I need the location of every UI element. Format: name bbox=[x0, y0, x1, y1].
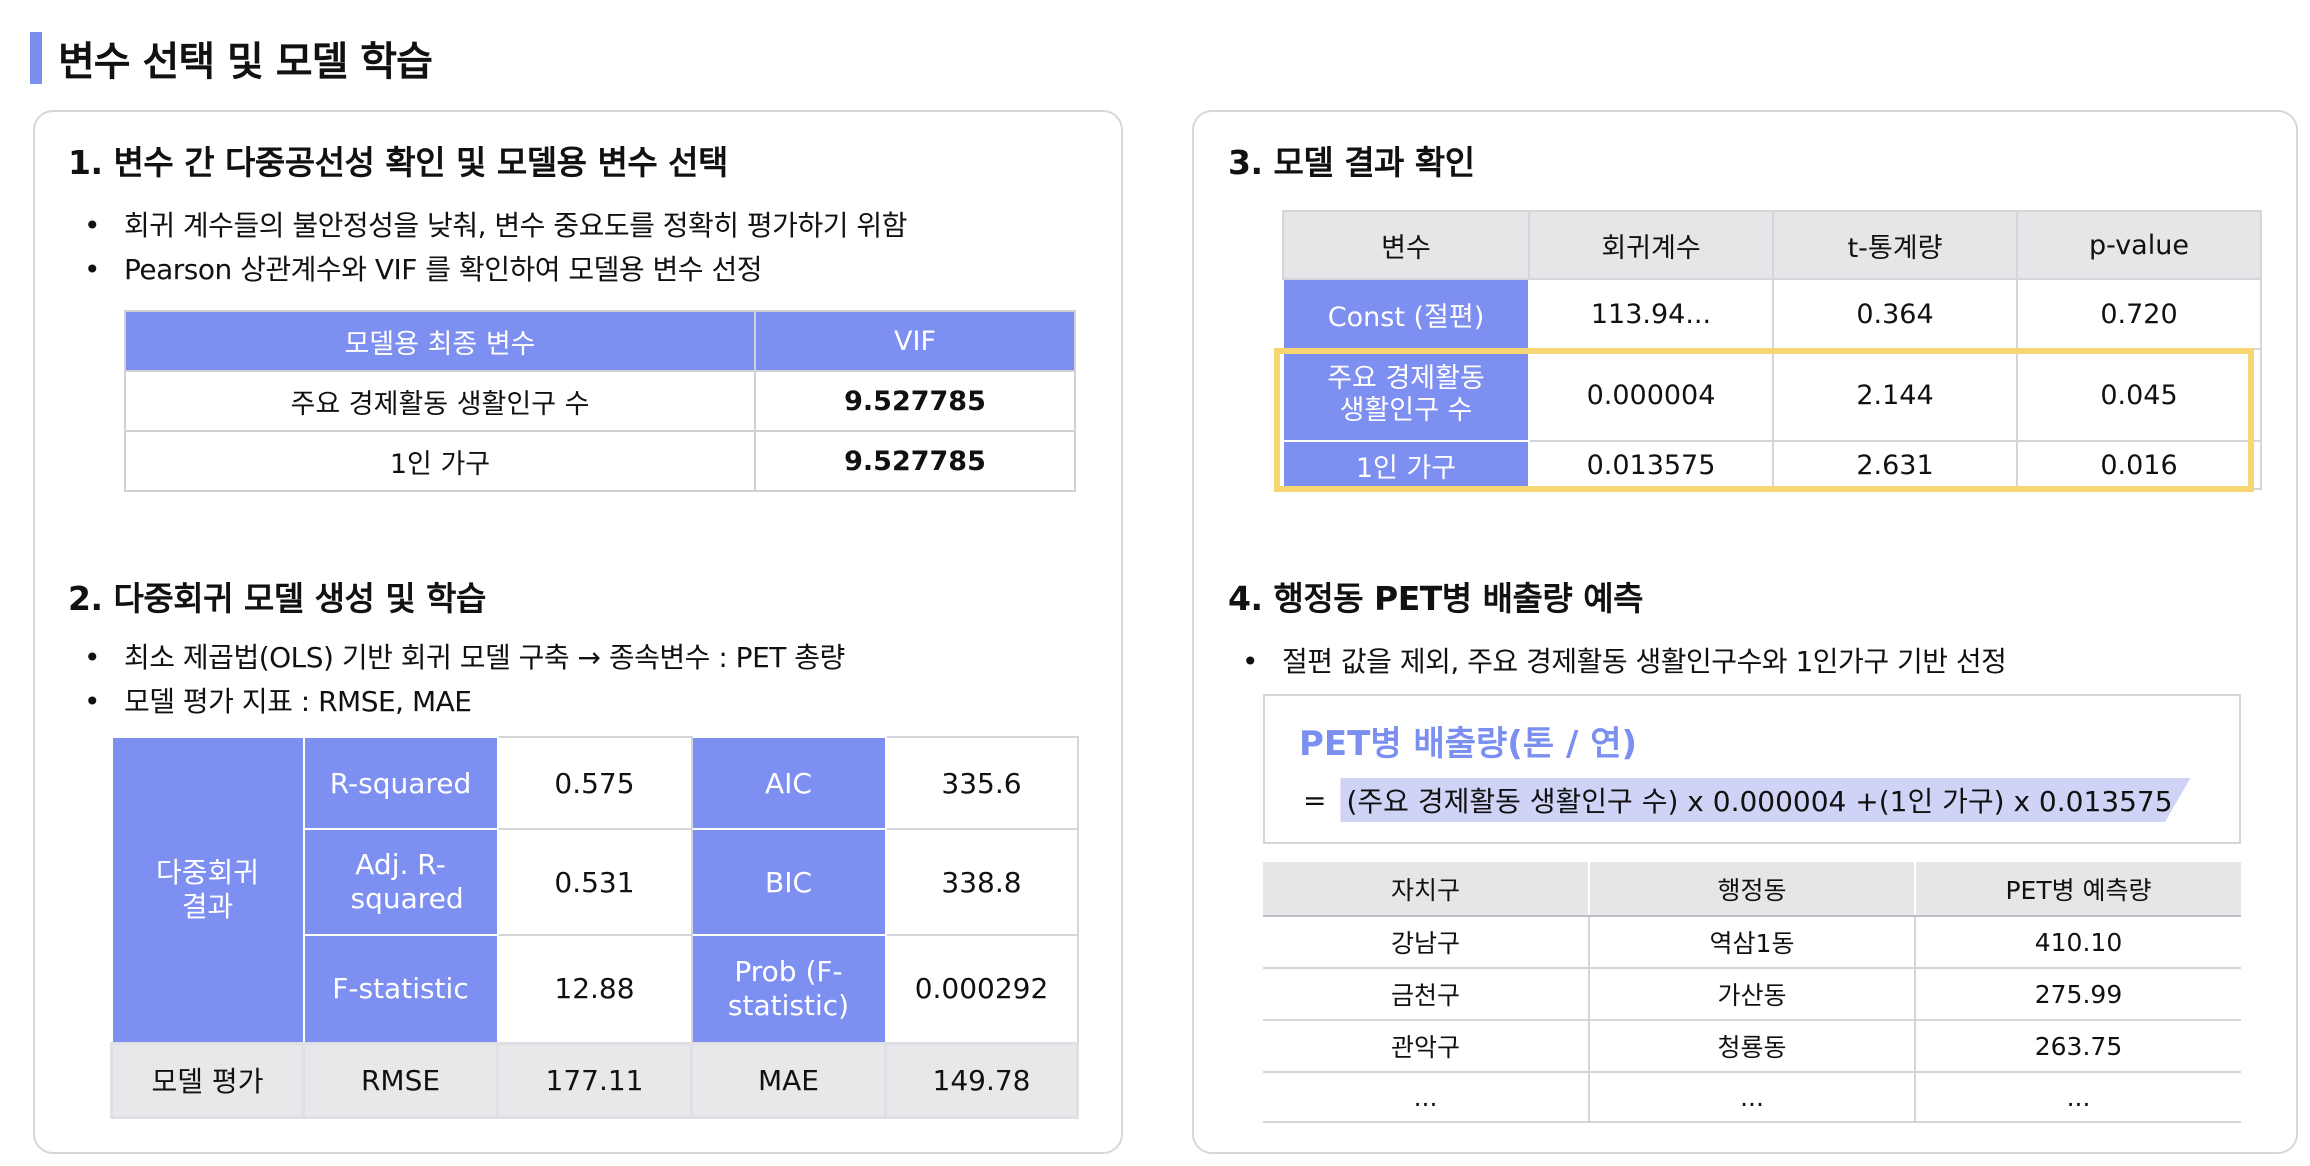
pred-cell-amount: 275.99 bbox=[1914, 968, 2241, 1021]
pred-cell-dong: 역삼1동 bbox=[1588, 916, 1915, 969]
results-header-coef: 회귀계수 bbox=[1528, 210, 1774, 280]
pred-cell-amount: ... bbox=[1914, 1072, 2241, 1123]
results-coef: 0.013575 bbox=[1528, 440, 1774, 490]
table-row: 관악구 청룡동 263.75 bbox=[1263, 1020, 2241, 1073]
bullet-item: 회귀 계수들의 불안정성을 낮춰, 변수 중요도를 정확히 평가하기 위함 bbox=[70, 204, 907, 248]
ols-label-f-statistic: F-statistic bbox=[302, 934, 499, 1044]
section-2-title: 2. 다중회귀 모델 생성 및 학습 bbox=[68, 579, 486, 618]
ols-value-rmse: 177.11 bbox=[496, 1041, 693, 1119]
ols-value-bic: 338.8 bbox=[884, 828, 1079, 936]
title-accent-bar bbox=[30, 32, 42, 84]
results-t: 2.631 bbox=[1772, 440, 2018, 490]
prediction-table: 자치구 행정동 PET병 예측량 강남구 역삼1동 410.10 금천구 가산동… bbox=[1263, 862, 2241, 1123]
pred-header-dong: 행정동 bbox=[1588, 862, 1915, 917]
vif-cell-variable: 1인 가구 bbox=[124, 430, 756, 492]
ols-label-aic: AIC bbox=[690, 736, 887, 830]
pred-cell-amount: 410.10 bbox=[1914, 916, 2241, 969]
ols-value-mae: 149.78 bbox=[884, 1041, 1079, 1119]
results-coef: 0.000004 bbox=[1528, 348, 1774, 442]
section-2-bullets: 최소 제곱법(OLS) 기반 회귀 모델 구축 → 종속변수 : PET 총량 … bbox=[70, 636, 845, 724]
results-variable: Const (절편) bbox=[1282, 278, 1530, 350]
table-row: 1인 가구 0.013575 2.631 0.016 bbox=[1282, 440, 2262, 490]
bullet-item: 모델 평가 지표 : RMSE, MAE bbox=[70, 680, 845, 724]
ols-label-adj-r-squared: Adj. R-squared bbox=[302, 828, 499, 936]
table-row: F-statistic 12.88 Prob (F-statistic) 0.0… bbox=[112, 934, 1079, 1044]
bullet-item: 절편 값을 제외, 주요 경제활동 생활인구수와 1인가구 기반 선정 bbox=[1228, 640, 2007, 684]
table-row: 주요 경제활동 생활인구 수 9.527785 bbox=[124, 370, 1076, 432]
pred-header-district: 자치구 bbox=[1263, 862, 1589, 917]
results-p: 0.045 bbox=[2016, 348, 2262, 442]
pred-cell-dong: 청룡동 bbox=[1588, 1020, 1915, 1073]
ols-label-rmse: RMSE bbox=[302, 1041, 499, 1119]
table-row: 금천구 가산동 275.99 bbox=[1263, 968, 2241, 1021]
table-row: 다중회귀 결과 R-squared 0.575 AIC 335.6 bbox=[110, 736, 1079, 1044]
pred-cell-dong: 가산동 bbox=[1588, 968, 1915, 1021]
table-row: 주요 경제활동 생활인구 수 0.000004 2.144 0.045 bbox=[1282, 348, 2262, 442]
table-row: 1인 가구 9.527785 bbox=[124, 430, 1076, 492]
results-header-variable: 변수 bbox=[1282, 210, 1530, 280]
results-variable: 1인 가구 bbox=[1282, 440, 1530, 490]
ols-label-bic: BIC bbox=[690, 828, 887, 936]
model-results-table: 변수 회귀계수 t-통계량 p-value Const (절편) 113.94.… bbox=[1282, 210, 2262, 490]
bullet-item: Pearson 상관계수와 VIF 를 확인하여 모델용 변수 선정 bbox=[70, 248, 907, 292]
results-p: 0.720 bbox=[2016, 278, 2262, 350]
pred-cell-district: 강남구 bbox=[1263, 916, 1589, 969]
pred-cell-district: ... bbox=[1263, 1072, 1589, 1123]
results-header-p: p-value bbox=[2016, 210, 2262, 280]
results-header-t: t-통계량 bbox=[1772, 210, 2018, 280]
ols-value-r-squared: 0.575 bbox=[496, 736, 693, 830]
formula-title: PET병 배출량(톤 / 연) bbox=[1299, 724, 1638, 764]
ols-eval-label: 모델 평가 bbox=[110, 1041, 305, 1119]
formula-box: PET병 배출량(톤 / 연) = (주요 경제활동 생활인구 수) x 0.0… bbox=[1263, 694, 2241, 844]
page-title: 변수 선택 및 모델 학습 bbox=[58, 39, 433, 85]
table-row: 모델 평가 RMSE 177.11 MAE 149.78 bbox=[110, 1041, 1079, 1119]
results-t: 2.144 bbox=[1772, 348, 2018, 442]
table-row: 강남구 역삼1동 410.10 bbox=[1263, 916, 2241, 969]
section-4-bullets: 절편 값을 제외, 주요 경제활동 생활인구수와 1인가구 기반 선정 bbox=[1228, 640, 2007, 684]
table-row: Adj. R-squared 0.531 BIC 338.8 bbox=[112, 828, 1079, 936]
results-coef: 113.94... bbox=[1528, 278, 1774, 350]
ols-label-mae: MAE bbox=[690, 1041, 887, 1119]
ols-label-r-squared: R-squared bbox=[302, 736, 499, 830]
table-row: ... ... ... bbox=[1263, 1072, 2241, 1123]
table-row: 자치구 행정동 PET병 예측량 bbox=[1263, 862, 2241, 917]
ols-value-adj-r-squared: 0.531 bbox=[496, 828, 693, 936]
ols-value-prob: 0.000292 bbox=[884, 934, 1079, 1044]
pred-cell-dong: ... bbox=[1588, 1072, 1915, 1123]
vif-table: 모델용 최종 변수 VIF 주요 경제활동 생활인구 수 9.527785 1인… bbox=[124, 310, 1076, 492]
pred-cell-amount: 263.75 bbox=[1914, 1020, 2241, 1073]
vif-cell-value: 9.527785 bbox=[754, 430, 1076, 492]
page-header: 변수 선택 및 모델 학습 bbox=[30, 30, 433, 86]
vif-header-vif: VIF bbox=[754, 310, 1076, 372]
results-p: 0.016 bbox=[2016, 440, 2262, 490]
bullet-item: 최소 제곱법(OLS) 기반 회귀 모델 구축 → 종속변수 : PET 총량 bbox=[70, 636, 845, 680]
pred-cell-district: 금천구 bbox=[1263, 968, 1589, 1021]
ols-results-table: 다중회귀 결과 R-squared 0.575 AIC 335.6 Adj. R… bbox=[110, 736, 1079, 1119]
results-t: 0.364 bbox=[1772, 278, 2018, 350]
ols-value-f-statistic: 12.88 bbox=[496, 934, 693, 1044]
vif-cell-value: 9.527785 bbox=[754, 370, 1076, 432]
pred-cell-district: 관악구 bbox=[1263, 1020, 1589, 1073]
ols-value-aic: 335.6 bbox=[884, 736, 1079, 830]
ols-label-prob: Prob (F-statistic) bbox=[690, 934, 887, 1044]
section-1-bullets: 회귀 계수들의 불안정성을 낮춰, 변수 중요도를 정확히 평가하기 위함 Pe… bbox=[70, 204, 907, 292]
section-4-title: 4. 행정동 PET병 배출량 예측 bbox=[1228, 579, 1643, 618]
table-row: 변수 회귀계수 t-통계량 p-value bbox=[1282, 210, 2262, 280]
formula-equals-sign: = bbox=[1303, 783, 1327, 817]
section-1-title: 1. 변수 간 다중공선성 확인 및 모델용 변수 선택 bbox=[68, 143, 728, 182]
results-variable: 주요 경제활동 생활인구 수 bbox=[1282, 348, 1530, 442]
table-row: Const (절편) 113.94... 0.364 0.720 bbox=[1282, 278, 2262, 350]
ols-group-label: 다중회귀 결과 bbox=[110, 736, 305, 1044]
pred-header-amount: PET병 예측량 bbox=[1914, 862, 2241, 917]
vif-cell-variable: 주요 경제활동 생활인구 수 bbox=[124, 370, 756, 432]
vif-header-variable: 모델용 최종 변수 bbox=[124, 310, 756, 372]
formula-expression: (주요 경제활동 생활인구 수) x 0.000004 +(1인 가구) x 0… bbox=[1340, 778, 2191, 822]
formula-equation: = (주요 경제활동 생활인구 수) x 0.000004 +(1인 가구) x… bbox=[1303, 778, 2191, 822]
section-3-title: 3. 모델 결과 확인 bbox=[1228, 143, 1475, 182]
